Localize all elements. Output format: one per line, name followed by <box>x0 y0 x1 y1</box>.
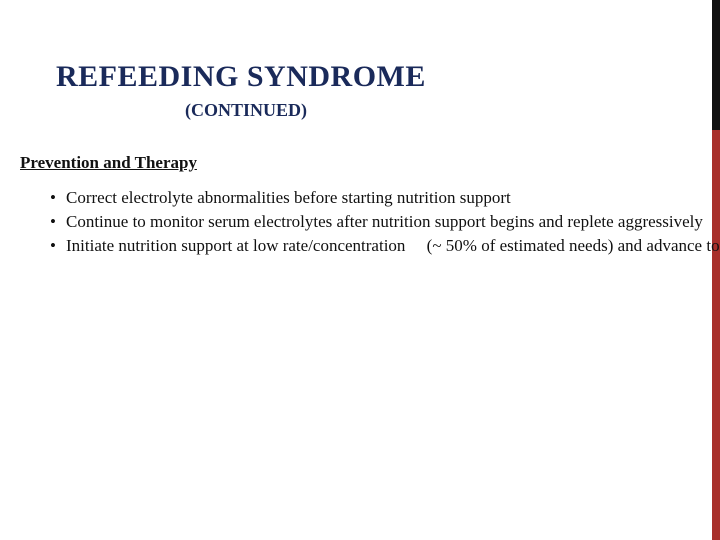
slide-subtitle: (CONTINUED) <box>56 100 436 121</box>
slide-content: REFEEDING SYNDROME (CONTINUED) Preventio… <box>0 0 720 256</box>
section-heading: Prevention and Therapy <box>20 153 680 173</box>
list-item: Correct electrolyte abnormalities before… <box>48 187 680 209</box>
list-item: Continue to monitor serum electrolytes a… <box>48 211 680 233</box>
bullet-list: Correct electrolyte abnormalities before… <box>48 187 680 256</box>
slide-title: REFEEDING SYNDROME <box>56 60 680 94</box>
list-item: Initiate nutrition support at low rate/c… <box>48 235 680 257</box>
accent-bar-right-top <box>712 0 720 130</box>
